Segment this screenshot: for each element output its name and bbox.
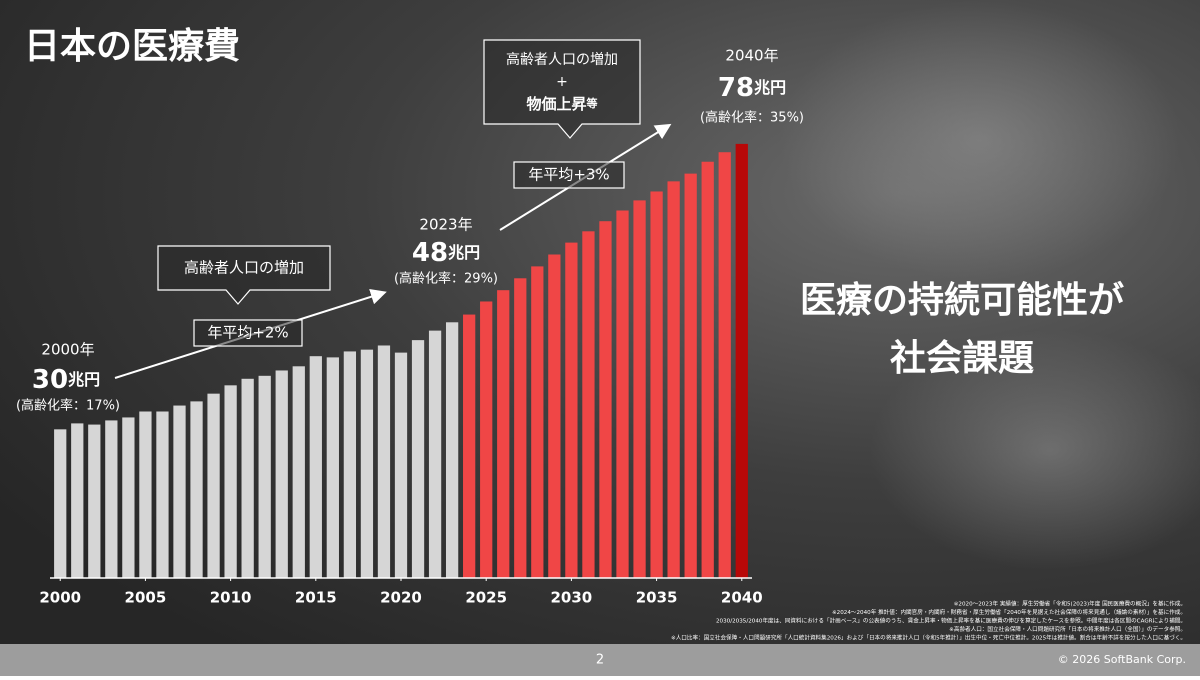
bar xyxy=(565,242,578,578)
rate-label: (高齢化率：29%) xyxy=(394,271,498,287)
footnote: ※2024～2040年 推計値：内閣官房・内閣府・財務省・厚生労働省「2040年… xyxy=(832,608,1186,616)
footnotes: ※2020～2023年 実績値：厚生労働省「令和5(2023)年度 国民医療費の… xyxy=(671,600,1186,642)
slide-title: 日本の医療費 xyxy=(24,26,240,67)
year-label: 2040年 xyxy=(725,47,778,65)
rate-label: (高齢化率：35%) xyxy=(700,110,804,126)
bar xyxy=(343,351,357,578)
bar xyxy=(548,254,561,578)
bar xyxy=(650,191,663,578)
bar xyxy=(309,356,322,578)
bar xyxy=(633,200,646,579)
year-label: 2023年 xyxy=(419,216,472,234)
bar xyxy=(292,366,305,578)
growth-box xyxy=(193,319,303,347)
x-tick-label: 2030 xyxy=(551,589,593,607)
growth-text: 年平均+2% xyxy=(207,324,288,342)
x-tick-label: 2005 xyxy=(125,589,167,607)
rate-label: (高齢化率：17%) xyxy=(16,398,120,414)
footnote: ※2020～2023年 実績値：厚生労働省「令和5(2023)年度 国民医療費の… xyxy=(954,600,1186,608)
bar xyxy=(599,221,612,578)
bar xyxy=(684,173,697,579)
amount-label: 78兆円 xyxy=(718,73,786,103)
x-tick-label: 2035 xyxy=(636,589,678,607)
page-number: 2 xyxy=(596,653,604,668)
bar xyxy=(275,370,288,578)
bar xyxy=(480,301,493,578)
callout-text: 高齢者人口の増加 xyxy=(184,259,304,277)
amount-label: 48兆円 xyxy=(412,238,480,268)
bar xyxy=(71,423,84,578)
bar xyxy=(667,181,680,578)
message: 社会課題 xyxy=(890,338,1034,379)
callout-box xyxy=(483,39,641,139)
smoke xyxy=(780,0,1180,280)
callout-text: 高齢者人口の増加 xyxy=(506,51,618,68)
bar xyxy=(497,290,510,578)
bar xyxy=(735,143,748,579)
bar xyxy=(514,278,527,578)
x-tick-label: 2040 xyxy=(721,589,763,607)
footnote: ※高齢者人口：国立社会保障・人口問題研究所「日本の将来推計人口（全国）」のデータ… xyxy=(949,625,1186,633)
callout-text: + xyxy=(556,74,568,90)
bar xyxy=(156,411,169,578)
message: 医療の持続可能性が xyxy=(800,280,1124,321)
x-tick-label: 2015 xyxy=(295,589,337,607)
x-tick-label: 2025 xyxy=(465,589,507,607)
bar xyxy=(241,378,254,578)
bar xyxy=(701,161,714,578)
callout-box xyxy=(157,245,331,305)
bar xyxy=(718,152,731,578)
bar xyxy=(224,385,237,578)
bar xyxy=(88,424,101,578)
bar xyxy=(616,210,629,578)
x-tick-label: 2010 xyxy=(210,589,252,607)
bar xyxy=(445,322,459,578)
copyright: © 2026 SoftBank Corp. xyxy=(1058,653,1186,666)
bar xyxy=(326,357,339,578)
bar xyxy=(207,393,220,578)
bar xyxy=(173,405,186,578)
bar xyxy=(428,330,442,578)
growth-text: 年平均+3% xyxy=(528,166,609,184)
footer-bar xyxy=(0,644,1200,676)
amount-label: 30兆円 xyxy=(32,365,100,395)
bar xyxy=(531,266,544,578)
bar xyxy=(463,314,476,578)
bar xyxy=(377,345,391,578)
bar xyxy=(122,417,135,578)
bar xyxy=(105,420,118,578)
callout-text: 物価上昇等 xyxy=(526,95,597,113)
year-label: 2000年 xyxy=(41,341,94,359)
smoke xyxy=(870,330,1200,570)
bar xyxy=(190,401,203,578)
growth-box xyxy=(513,161,625,189)
bar xyxy=(258,375,271,578)
bar xyxy=(54,429,67,578)
bar xyxy=(394,352,408,578)
bar xyxy=(411,340,425,578)
footnote: 2030/2035/2040年度は、同資料における「計画ベース」の公表値のうち、… xyxy=(716,617,1186,625)
x-tick-label: 2020 xyxy=(380,589,422,607)
x-tick-label: 2000 xyxy=(39,589,81,607)
footnote: ※人口比率：国立社会保障・人口問題研究所「人口統計資料集2026」および「日本の… xyxy=(671,634,1186,642)
bar xyxy=(582,231,595,578)
bar xyxy=(360,349,374,578)
chart: 2000 2005 2010 2015 2020 2025 2030 2035 2040 xyxy=(39,143,763,607)
bar xyxy=(139,411,152,578)
